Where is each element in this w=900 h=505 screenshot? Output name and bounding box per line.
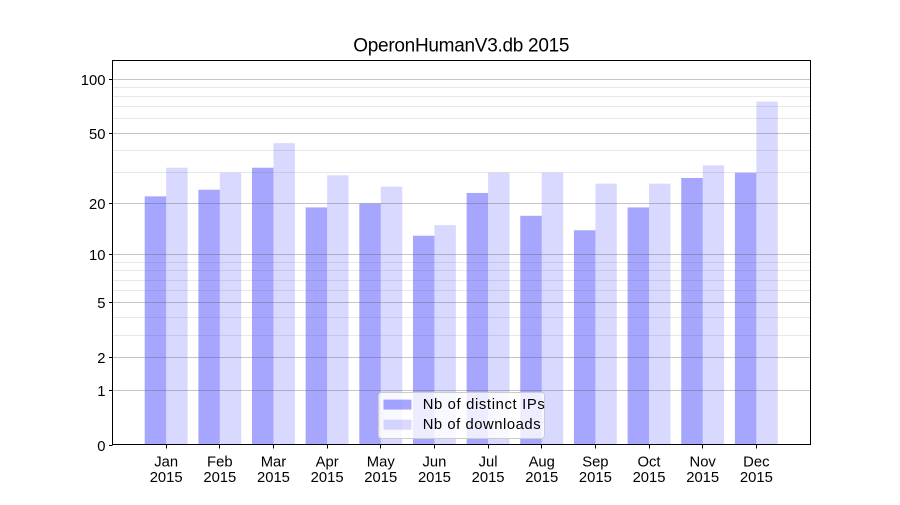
svg-text:100: 100 — [81, 73, 106, 89]
svg-text:2015: 2015 — [686, 470, 719, 486]
svg-text:Jun: Jun — [422, 454, 446, 470]
svg-text:Mar: Mar — [261, 454, 287, 470]
svg-text:20: 20 — [89, 197, 105, 213]
svg-text:2015: 2015 — [150, 470, 183, 486]
svg-text:0: 0 — [97, 439, 105, 455]
svg-text:Dec: Dec — [743, 454, 770, 470]
svg-text:2015: 2015 — [472, 470, 505, 486]
svg-text:2015: 2015 — [311, 470, 344, 486]
svg-text:1: 1 — [97, 384, 105, 400]
svg-text:Feb: Feb — [207, 454, 233, 470]
svg-text:10: 10 — [89, 248, 105, 264]
svg-text:Nov: Nov — [690, 454, 717, 470]
svg-text:Sep: Sep — [582, 454, 608, 470]
svg-text:Nb of distinct IPs: Nb of distinct IPs — [423, 397, 546, 413]
svg-text:2015: 2015 — [257, 470, 290, 486]
svg-text:Aug: Aug — [529, 454, 555, 470]
svg-text:2015: 2015 — [525, 470, 558, 486]
svg-text:May: May — [367, 454, 396, 470]
svg-text:2015: 2015 — [203, 470, 236, 486]
svg-text:Jan: Jan — [154, 454, 178, 470]
svg-text:2015: 2015 — [579, 470, 612, 486]
svg-text:2015: 2015 — [364, 470, 397, 486]
svg-text:50: 50 — [89, 127, 105, 143]
svg-text:5: 5 — [97, 296, 105, 312]
svg-text:Oct: Oct — [638, 454, 661, 470]
svg-text:Nb of downloads: Nb of downloads — [423, 417, 541, 433]
svg-text:2015: 2015 — [418, 470, 451, 486]
svg-text:Apr: Apr — [316, 454, 339, 470]
svg-text:2: 2 — [97, 351, 105, 367]
svg-text:2015: 2015 — [633, 470, 666, 486]
svg-text:OperonHumanV3.db 2015: OperonHumanV3.db 2015 — [353, 35, 569, 56]
svg-text:Jul: Jul — [479, 454, 498, 470]
svg-text:2015: 2015 — [740, 470, 773, 486]
